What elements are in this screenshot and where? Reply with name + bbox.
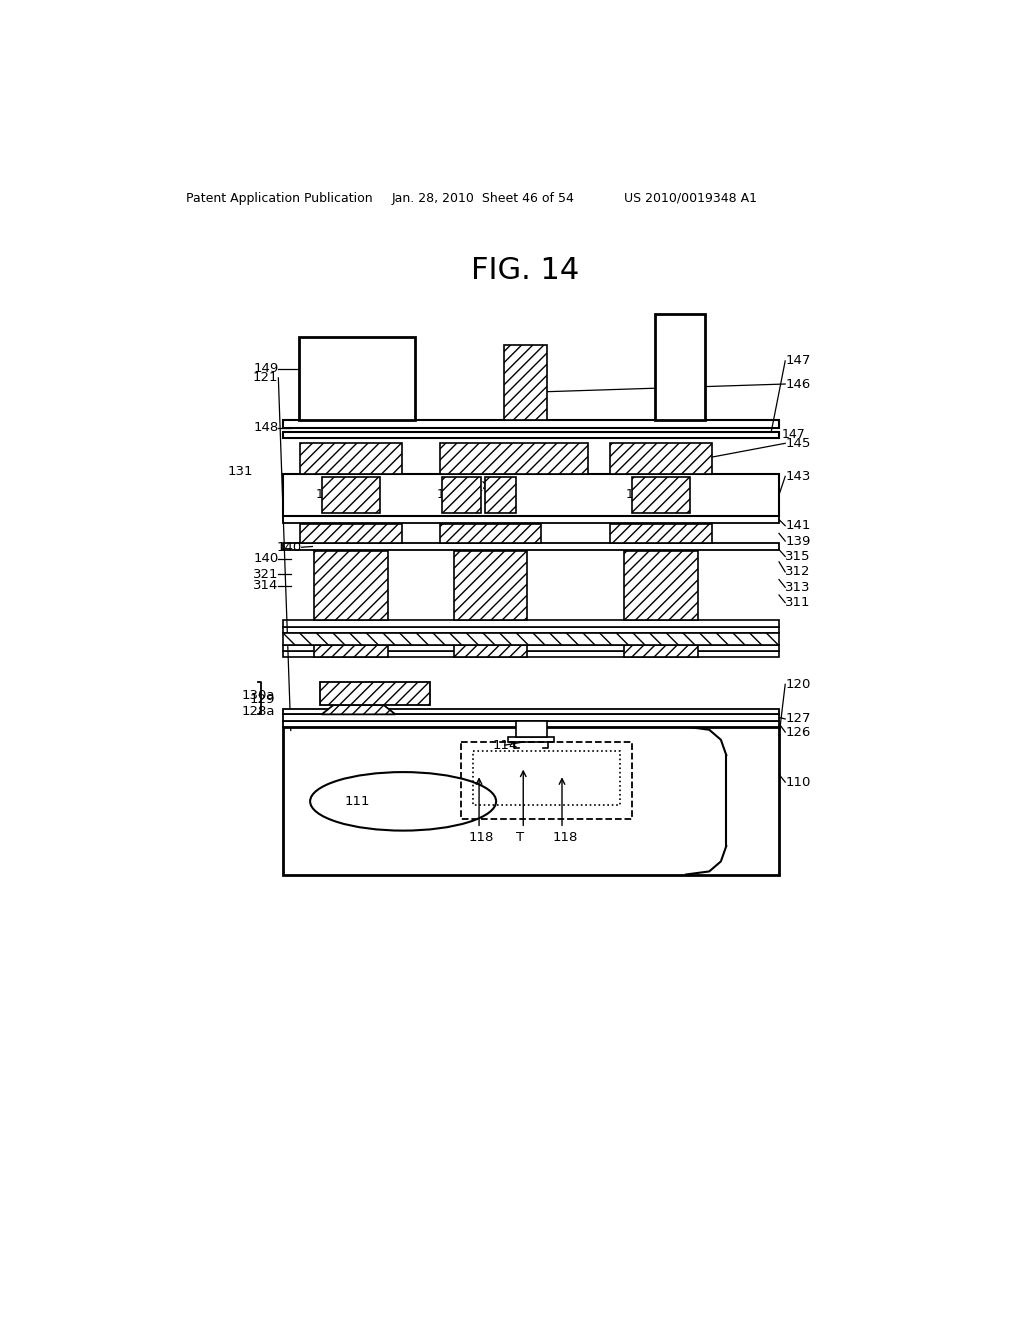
Text: 149: 149 <box>253 362 279 375</box>
Text: 142: 142 <box>436 487 460 500</box>
Bar <box>283 627 779 632</box>
Text: 131: 131 <box>228 465 254 478</box>
Text: 321: 321 <box>253 568 279 581</box>
Bar <box>442 478 480 513</box>
Bar <box>439 444 588 474</box>
Ellipse shape <box>310 772 496 830</box>
Text: 146: 146 <box>785 378 810 391</box>
Bar <box>454 645 527 657</box>
Bar <box>515 721 547 738</box>
Text: 111: 111 <box>345 795 371 808</box>
Bar <box>610 524 712 544</box>
Bar <box>283 632 779 645</box>
Text: Patent Application Publication: Patent Application Publication <box>186 191 373 205</box>
Text: FIG. 14: FIG. 14 <box>471 256 579 285</box>
Text: 147: 147 <box>781 428 805 441</box>
Bar <box>624 552 697 620</box>
Bar <box>283 474 779 516</box>
Bar <box>283 620 779 627</box>
Text: 145: 145 <box>303 450 327 463</box>
Text: 145: 145 <box>785 437 811 450</box>
Bar <box>283 432 779 438</box>
Text: 313: 313 <box>785 581 811 594</box>
Text: 138: 138 <box>303 528 327 541</box>
Bar <box>314 645 388 657</box>
Text: 138: 138 <box>442 528 466 541</box>
Bar <box>504 345 547 420</box>
Bar <box>454 552 527 620</box>
Bar <box>610 444 712 474</box>
Text: 114: 114 <box>493 739 517 751</box>
Text: 110: 110 <box>785 776 811 788</box>
Text: 311: 311 <box>785 597 811 610</box>
Text: 130a: 130a <box>242 689 275 702</box>
Text: 147: 147 <box>785 354 811 367</box>
Text: 139: 139 <box>785 535 811 548</box>
Text: 142: 142 <box>626 487 649 500</box>
Bar <box>473 751 621 805</box>
Text: 314: 314 <box>253 579 279 593</box>
Bar <box>508 738 554 742</box>
Text: US 2010/0019348 A1: US 2010/0019348 A1 <box>624 191 757 205</box>
Bar <box>300 524 401 544</box>
Text: 118: 118 <box>469 832 495 843</box>
Bar <box>632 478 690 513</box>
Bar <box>283 721 779 726</box>
Bar <box>283 651 779 657</box>
Text: 138: 138 <box>613 528 637 541</box>
Text: 127: 127 <box>785 713 811 726</box>
Bar <box>655 314 706 420</box>
Polygon shape <box>321 682 430 705</box>
Bar <box>461 742 632 818</box>
Bar <box>484 478 515 513</box>
Text: 141: 141 <box>785 519 811 532</box>
Text: 142: 142 <box>315 487 339 500</box>
Text: 128a: 128a <box>242 705 275 718</box>
Bar <box>283 709 779 714</box>
Polygon shape <box>322 705 395 714</box>
Bar <box>299 337 415 420</box>
Bar <box>283 420 779 428</box>
Text: T: T <box>515 832 523 843</box>
Bar <box>283 516 779 523</box>
Text: 140: 140 <box>253 552 279 565</box>
Bar <box>439 524 541 544</box>
Text: 312: 312 <box>785 565 811 578</box>
Text: 118: 118 <box>553 832 579 843</box>
Bar <box>283 726 779 874</box>
Text: 143: 143 <box>785 470 811 483</box>
Bar <box>283 714 779 721</box>
Bar <box>300 444 401 474</box>
Bar <box>624 645 697 657</box>
Text: 129: 129 <box>250 693 275 706</box>
Bar <box>283 645 779 651</box>
Text: 121: 121 <box>253 371 279 384</box>
Bar <box>322 478 380 513</box>
Bar <box>283 544 779 549</box>
Bar <box>314 552 388 620</box>
Text: Jan. 28, 2010  Sheet 46 of 54: Jan. 28, 2010 Sheet 46 of 54 <box>391 191 574 205</box>
Text: 144: 144 <box>475 482 498 495</box>
Text: 120: 120 <box>785 677 811 690</box>
Text: 148: 148 <box>253 421 279 434</box>
Text: 140: 140 <box>276 541 302 554</box>
Text: 315: 315 <box>785 550 811 564</box>
Text: 126: 126 <box>785 726 811 739</box>
